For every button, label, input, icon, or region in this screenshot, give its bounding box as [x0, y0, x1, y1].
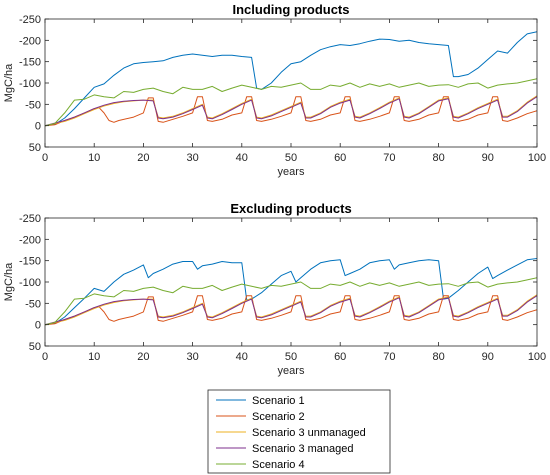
series-line-scenario-3-managed: [45, 295, 537, 326]
x-tick-label: 70: [383, 351, 395, 363]
plot-area: [45, 218, 537, 346]
legend-item-scenario-3-managed: Scenario 3 managed: [216, 443, 354, 455]
x-tick-label: 80: [432, 351, 444, 363]
series-group: [45, 258, 537, 326]
y-tick-label: -200: [19, 35, 41, 47]
x-tick-label: 90: [482, 152, 494, 164]
chart-panel-1: 0 10 20 30 40 50 60 70 80 90 100 -250 -200 -150 -100 -5…: [3, 2, 546, 178]
legend-label-scenario-1: Scenario 1: [252, 395, 305, 407]
plot-area: [45, 19, 537, 147]
x-tick-label: 50: [285, 152, 297, 164]
legend-item-scenario-2: Scenario 2: [216, 411, 305, 423]
x-tick-label: 80: [432, 152, 444, 164]
series-line-scenario-4: [45, 277, 537, 326]
y-tick-label: -50: [25, 298, 41, 310]
legend-label-scenario-2: Scenario 2: [252, 411, 305, 423]
legend-label-scenario-3-unmanaged: Scenario 3 unmanaged: [252, 427, 366, 439]
x-tick-label: 0: [42, 351, 48, 363]
series-line-scenario-4: [45, 78, 537, 127]
y-tick-label: -50: [25, 99, 41, 111]
x-tick-label: 20: [137, 152, 149, 164]
series-group: [45, 31, 537, 127]
series-line-scenario-1: [45, 31, 537, 127]
legend-item-scenario-4: Scenario 4: [216, 459, 305, 471]
x-tick-label: 60: [334, 152, 346, 164]
legend-item-scenario-1: Scenario 1: [216, 395, 305, 407]
y-tick-label: 50: [29, 142, 41, 154]
y-tick-label: 0: [35, 121, 41, 133]
x-tick-label: 100: [528, 351, 546, 363]
y-tick-label: -250: [19, 14, 41, 26]
x-axis-label: years: [278, 166, 305, 178]
y-tick-label: -150: [19, 256, 41, 268]
chart-title: Including products: [233, 2, 350, 17]
y-tick-label: -100: [19, 277, 41, 289]
legend: Scenario 1 Scenario 2 Scenario 3 unmanaged…: [207, 389, 391, 474]
legend-label-scenario-3-managed: Scenario 3 managed: [252, 443, 354, 455]
y-axis-label: MgC/ha: [3, 262, 15, 301]
y-tick-label: 0: [35, 320, 41, 332]
x-tick-label: 10: [88, 351, 100, 363]
series-line-scenario-1: [45, 258, 537, 326]
legend-item-scenario-3-unmanaged: Scenario 3 unmanaged: [216, 427, 366, 439]
series-line-scenario-3-managed: [45, 96, 537, 127]
y-tick-label: -200: [19, 234, 41, 246]
x-tick-label: 30: [186, 351, 198, 363]
y-axis-label: MgC/ha: [3, 63, 15, 102]
chart-title: Excluding products: [230, 201, 351, 216]
y-tick-label: -100: [19, 78, 41, 90]
x-tick-label: 40: [236, 351, 248, 363]
y-tick-label: -250: [19, 213, 41, 225]
x-tick-label: 100: [528, 152, 546, 164]
y-tick-label: 50: [29, 341, 41, 353]
x-tick-label: 40: [236, 152, 248, 164]
chart-panel-2: 0 10 20 30 40 50 60 70 80 90 100 -250 -200 -150 -100 -5…: [3, 201, 546, 377]
legend-label-scenario-4: Scenario 4: [252, 459, 305, 471]
x-tick-label: 90: [482, 351, 494, 363]
y-tick-label: -150: [19, 57, 41, 69]
x-axis-label: years: [278, 365, 305, 377]
x-tick-label: 50: [285, 351, 297, 363]
x-tick-label: 10: [88, 152, 100, 164]
x-tick-label: 30: [186, 152, 198, 164]
x-tick-label: 0: [42, 152, 48, 164]
x-tick-label: 60: [334, 351, 346, 363]
x-tick-label: 20: [137, 351, 149, 363]
x-tick-label: 70: [383, 152, 395, 164]
